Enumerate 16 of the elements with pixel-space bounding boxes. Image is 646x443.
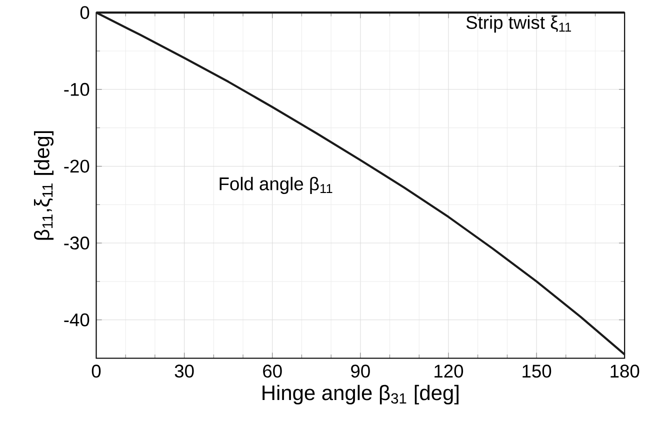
x-tick-label: 150 bbox=[522, 364, 552, 378]
x-tick-label: 120 bbox=[434, 364, 464, 378]
x-axis-title: Hinge angle β$_{31}$ [deg] bbox=[262, 385, 458, 405]
x-tick-label: 60 bbox=[263, 364, 282, 378]
y-tick-label: -20 bbox=[64, 160, 90, 173]
x-tick-label: 180 bbox=[610, 364, 640, 378]
x-tick-label: 90 bbox=[351, 364, 370, 378]
series-label: Strip twist ξ$_{11}$ bbox=[466, 16, 572, 33]
x-tick-label: 0 bbox=[92, 364, 101, 378]
y-tick-label: 0 bbox=[80, 6, 90, 20]
y-tick-label: -30 bbox=[64, 236, 90, 250]
y-axis-title: β$_{11}$,ξ$_{11}$ [deg] bbox=[34, 131, 54, 240]
series-label: Fold angle β$_{11}$ bbox=[220, 177, 332, 194]
y-tick-label: -40 bbox=[64, 313, 90, 326]
y-tick-label: -10 bbox=[64, 83, 90, 96]
x-tick-label: 30 bbox=[174, 364, 194, 378]
